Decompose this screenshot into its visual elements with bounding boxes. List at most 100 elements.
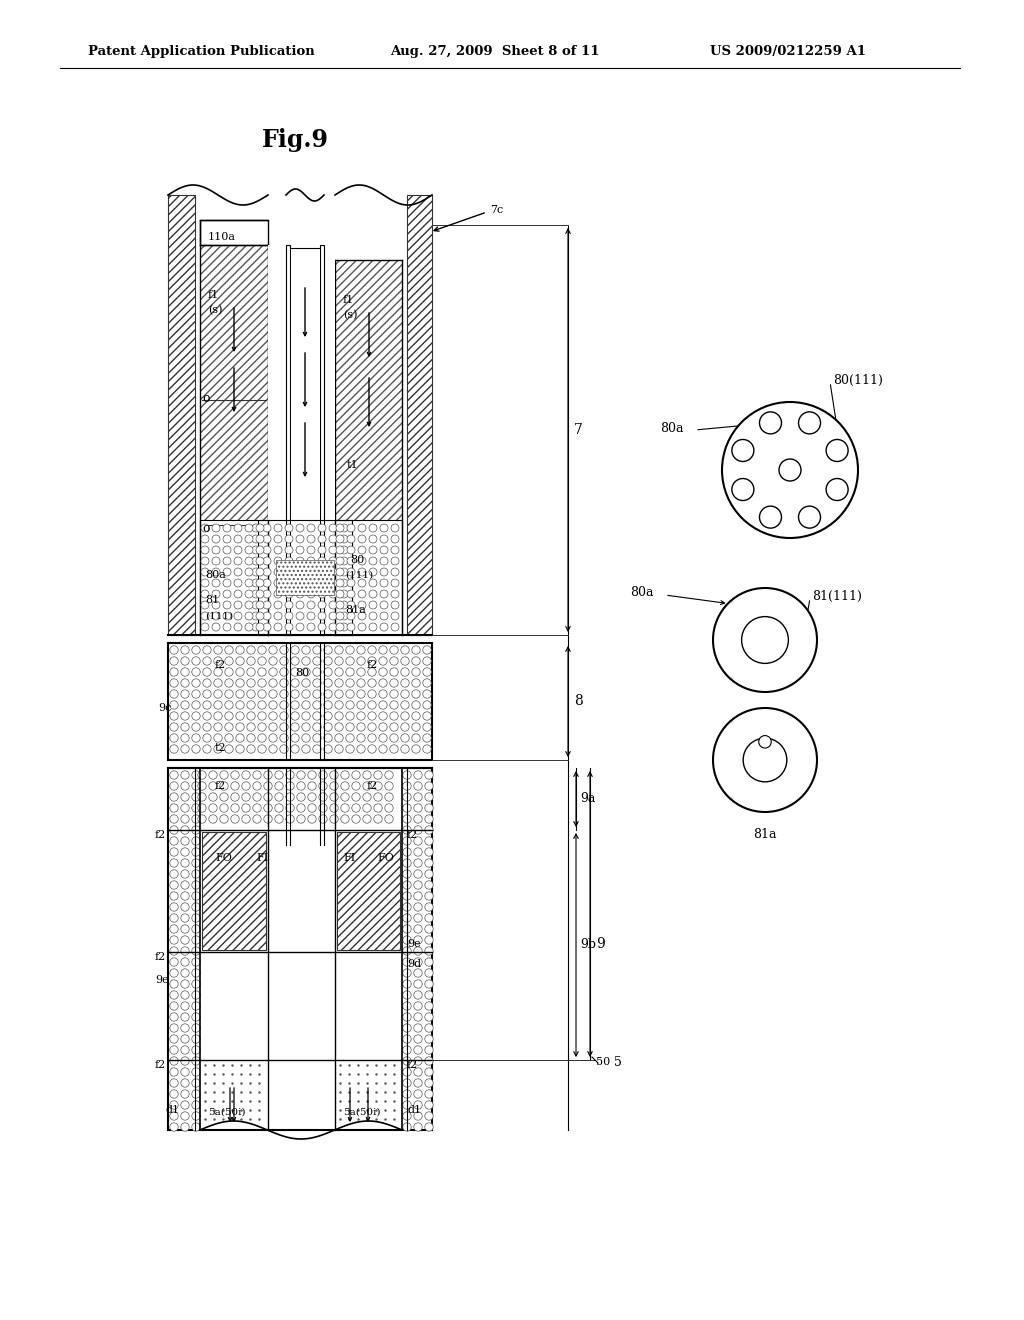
Circle shape: [234, 623, 242, 631]
Circle shape: [170, 1057, 178, 1065]
Circle shape: [379, 744, 387, 754]
Bar: [335, 260, 402, 520]
Circle shape: [336, 524, 344, 532]
Circle shape: [291, 701, 299, 709]
Bar: [168, 643, 432, 760]
Circle shape: [264, 793, 272, 801]
Circle shape: [191, 991, 201, 999]
Circle shape: [181, 826, 189, 834]
Circle shape: [340, 612, 348, 620]
Circle shape: [223, 535, 231, 543]
Circle shape: [256, 557, 264, 565]
Circle shape: [297, 771, 305, 779]
Circle shape: [236, 744, 244, 754]
Circle shape: [274, 524, 282, 532]
Circle shape: [390, 645, 398, 655]
Circle shape: [760, 506, 781, 528]
Circle shape: [379, 701, 387, 709]
Circle shape: [302, 734, 310, 742]
Circle shape: [425, 1101, 433, 1109]
Circle shape: [285, 579, 293, 587]
Circle shape: [380, 557, 388, 565]
Circle shape: [425, 925, 433, 933]
Circle shape: [291, 645, 299, 655]
Circle shape: [285, 601, 293, 609]
Circle shape: [312, 744, 322, 754]
Circle shape: [414, 847, 422, 857]
Circle shape: [253, 804, 261, 812]
Circle shape: [274, 623, 282, 631]
Circle shape: [198, 793, 206, 801]
Text: f1: f1: [208, 290, 219, 300]
Circle shape: [302, 678, 310, 688]
Bar: [258, 520, 352, 635]
Circle shape: [390, 701, 398, 709]
Circle shape: [330, 781, 338, 791]
Circle shape: [191, 668, 201, 676]
Circle shape: [170, 1068, 178, 1076]
Text: 9: 9: [596, 937, 605, 950]
Circle shape: [214, 645, 222, 655]
Bar: [286, 246, 290, 635]
Circle shape: [307, 579, 315, 587]
Circle shape: [225, 690, 233, 698]
Circle shape: [191, 744, 201, 754]
Circle shape: [425, 903, 433, 911]
Circle shape: [324, 645, 332, 655]
Circle shape: [330, 804, 338, 812]
Circle shape: [214, 734, 222, 742]
Circle shape: [402, 903, 412, 911]
Circle shape: [414, 969, 422, 977]
Circle shape: [402, 1045, 412, 1055]
Circle shape: [170, 1002, 178, 1010]
Circle shape: [347, 601, 355, 609]
Text: 80: 80: [295, 668, 309, 678]
Circle shape: [268, 690, 278, 698]
Circle shape: [336, 535, 344, 543]
Circle shape: [402, 1024, 412, 1032]
Circle shape: [312, 734, 322, 742]
Circle shape: [402, 1123, 412, 1131]
Circle shape: [258, 678, 266, 688]
Circle shape: [245, 546, 253, 554]
Circle shape: [425, 946, 433, 956]
Circle shape: [212, 579, 220, 587]
Bar: [290, 248, 319, 630]
Circle shape: [256, 601, 264, 609]
Circle shape: [423, 678, 431, 688]
Circle shape: [212, 590, 220, 598]
Circle shape: [285, 535, 293, 543]
Circle shape: [209, 793, 217, 801]
Circle shape: [268, 723, 278, 731]
Circle shape: [242, 804, 250, 812]
Circle shape: [414, 1057, 422, 1065]
Circle shape: [274, 546, 282, 554]
Circle shape: [329, 590, 337, 598]
Circle shape: [285, 568, 293, 576]
Text: US 2009/0212259 A1: US 2009/0212259 A1: [710, 45, 866, 58]
Circle shape: [307, 557, 315, 565]
Circle shape: [285, 546, 293, 554]
Circle shape: [170, 903, 178, 911]
Circle shape: [414, 837, 422, 845]
Circle shape: [380, 601, 388, 609]
Circle shape: [335, 668, 343, 676]
Circle shape: [181, 744, 189, 754]
Circle shape: [391, 546, 399, 554]
Circle shape: [170, 723, 178, 731]
Circle shape: [296, 612, 304, 620]
Circle shape: [324, 668, 332, 676]
Circle shape: [234, 601, 242, 609]
Circle shape: [286, 814, 294, 824]
Circle shape: [329, 612, 337, 620]
Circle shape: [256, 546, 264, 554]
Circle shape: [230, 804, 240, 812]
Circle shape: [340, 524, 348, 532]
Circle shape: [191, 880, 201, 890]
Circle shape: [340, 568, 348, 576]
Circle shape: [191, 826, 201, 834]
Circle shape: [307, 590, 315, 598]
Circle shape: [225, 701, 233, 709]
Circle shape: [335, 678, 343, 688]
Circle shape: [236, 734, 244, 742]
